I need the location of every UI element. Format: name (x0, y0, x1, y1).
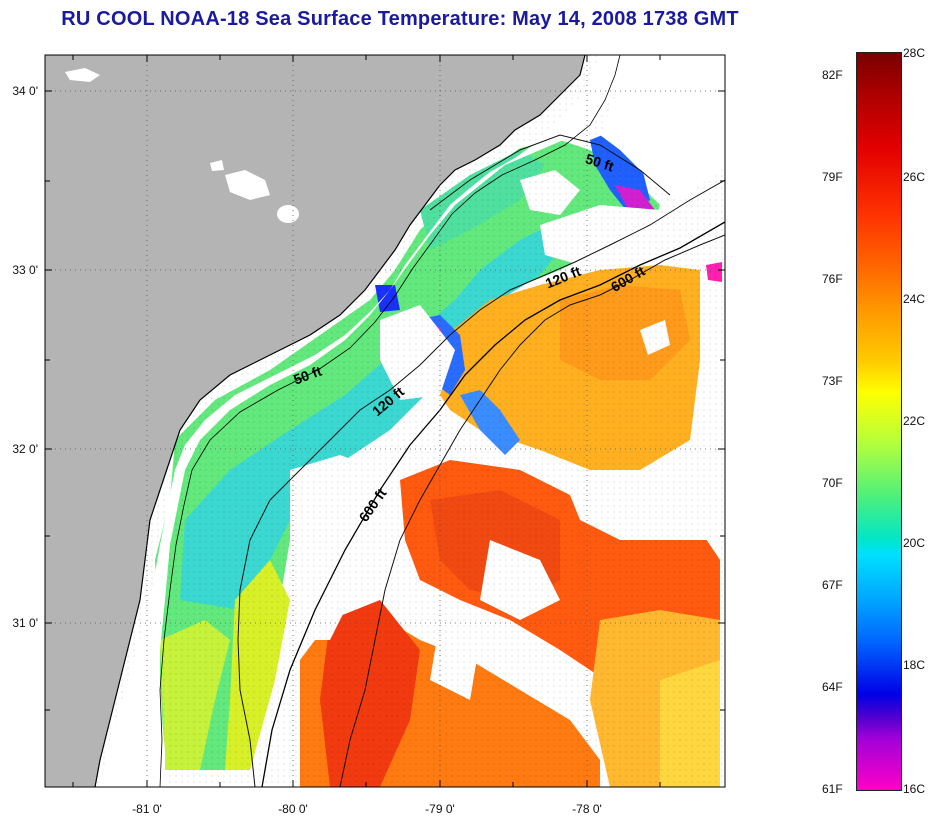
lat-label-34: 34 0' (12, 84, 38, 98)
graticule (45, 55, 725, 787)
lat-label-32: 32 0' (12, 442, 38, 456)
land-mass (45, 55, 585, 787)
colorbar-c-24: 24C (903, 292, 926, 306)
colorbar-f-73: 73F (822, 374, 843, 388)
colorbar-f-67: 67F (822, 578, 843, 592)
lon-label-81: -81 0' (132, 802, 162, 816)
chart-title: RU COOL NOAA-18 Sea Surface Temperature:… (61, 8, 739, 30)
inland-lake-1 (65, 68, 100, 82)
colorbar-f-82: 82F (822, 68, 843, 82)
lon-label-78: -78 0' (572, 802, 602, 816)
map-border (44, 54, 726, 788)
colorbar-c-16: 16C (903, 782, 926, 796)
inland-lake-2 (225, 170, 270, 200)
colorbar-c-20: 20C (903, 536, 926, 550)
colorbar-f-64: 64F (822, 680, 843, 694)
colorbar-f-70: 70F (822, 476, 843, 490)
inland-lake-4 (210, 160, 224, 171)
lon-label-79: -79 0' (425, 802, 455, 816)
coastal-strip (100, 55, 630, 787)
contour-600ft (261, 221, 725, 787)
contour-120ft (339, 234, 725, 787)
colorbar-c-28: 28C (903, 46, 926, 60)
inland-lake-3 (277, 205, 299, 223)
contour-50ft (237, 179, 725, 787)
colorbar-f-79: 79F (822, 170, 843, 184)
colorbar-c-26: 26C (903, 170, 926, 184)
lat-label-33: 33 0' (12, 263, 38, 277)
land-northeast (600, 55, 725, 200)
colorbar-c-22: 22C (903, 414, 926, 428)
lon-label-80: -80 0' (278, 802, 308, 816)
lat-label-31: 31 0' (12, 616, 38, 630)
colorbar-f-61: 61F (822, 782, 843, 796)
colorbar-c-18: 18C (903, 658, 926, 672)
colorbar-f-76: 76F (822, 272, 843, 286)
contour-50ft-north (429, 134, 671, 211)
coastline (94, 55, 586, 787)
coastline-outer (159, 55, 621, 787)
sst-colorbar (856, 52, 902, 791)
axis-ticks (45, 55, 725, 787)
